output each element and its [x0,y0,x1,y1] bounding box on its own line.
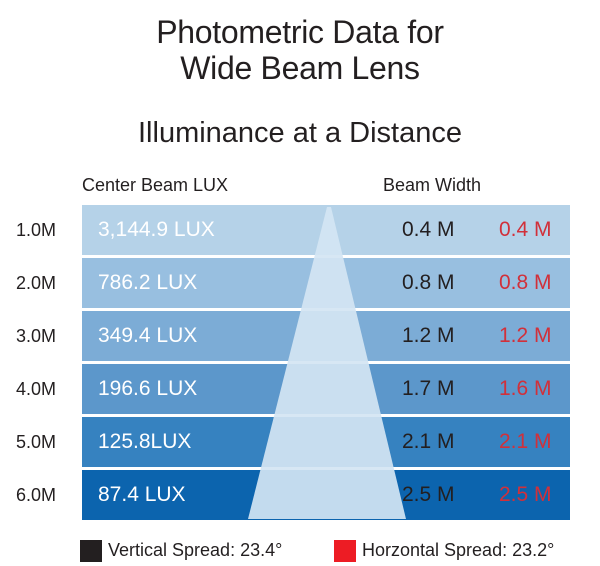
vertical-spread-swatch [80,540,102,563]
center-lux-value: 349.4 LUX [98,324,198,347]
vertical-spread-label: Vertical Spread: 23.4° [108,540,283,560]
distance-label: 1.0M [16,220,57,240]
vertical-spread-legend: Vertical Spread: 23.4° [80,538,283,563]
horizontal-width-value: 2.1 M [499,430,552,453]
horizontal-width-value: 1.6 M [499,377,552,400]
vertical-width-value: 1.7 M [402,377,455,400]
distance-label: 4.0M [16,379,57,399]
center-lux-value: 3,144.9 LUX [98,218,215,241]
horizontal-spread-label: Horzontal Spread: 23.2° [362,540,555,560]
horizontal-spread-legend: Horzontal Spread: 23.2° [334,538,555,563]
center-lux-value: 87.4 LUX [98,483,186,506]
beam-cone [248,207,406,519]
distance-label: 2.0M [16,273,57,293]
vertical-width-value: 0.8 M [402,271,455,294]
beam-width-header: Beam Width [383,175,482,195]
vertical-width-value: 2.1 M [402,430,455,453]
vertical-width-value: 0.4 M [402,218,455,241]
horizontal-width-value: 0.8 M [499,271,552,294]
page-title: Photometric Data for Wide Beam Lens [0,14,600,86]
vertical-width-value: 1.2 M [402,324,455,347]
horizontal-width-value: 0.4 M [499,218,552,241]
horizontal-spread-swatch [334,540,356,563]
horizontal-width-value: 2.5 M [499,483,552,506]
horizontal-width-value: 1.2 M [499,324,552,347]
title-line-1: Photometric Data for [156,14,444,50]
center-lux-value: 196.6 LUX [98,377,198,400]
vertical-width-value: 2.5 M [402,483,455,506]
title-line-2: Wide Beam Lens [180,50,420,86]
distance-label: 3.0M [16,326,57,346]
beam-cone-graphic [248,207,406,519]
center-lux-value: 125.8LUX [98,430,192,453]
center-beam-lux-header: Center Beam LUX [82,175,229,195]
center-lux-value: 786.2 LUX [98,271,198,294]
distance-label: 5.0M [16,432,57,452]
distance-label: 6.0M [16,485,57,505]
subtitle: Illuminance at a Distance [138,117,462,149]
